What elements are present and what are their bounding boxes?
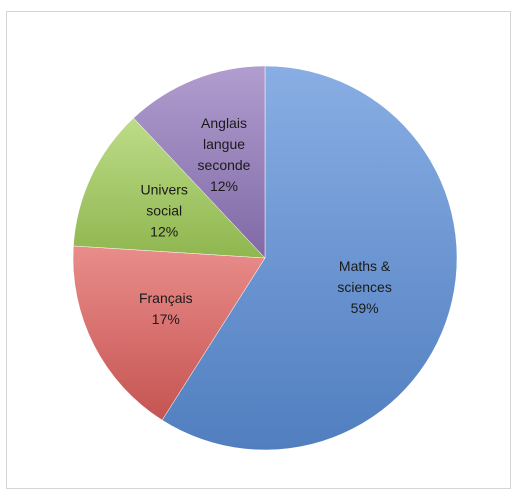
- slice-value-label: 17%: [152, 311, 180, 327]
- slice-category-label: Anglais: [201, 115, 247, 131]
- slice-category-label: seconde: [198, 157, 251, 173]
- pie-slice: [73, 117, 266, 259]
- slice-label: Anglais langue seconde 12%: [198, 115, 251, 194]
- slice-category-label: sciences: [337, 279, 391, 295]
- pie-labels: Maths & sciences 59% Français 17% Univers soci…: [139, 115, 392, 327]
- pie-slice: [161, 65, 458, 451]
- pie-slices: [72, 65, 458, 451]
- slice-category-label: langue: [203, 136, 245, 152]
- slice-value-label: 12%: [210, 178, 238, 194]
- pie-slice: [72, 245, 266, 421]
- slice-category-label: social: [146, 203, 182, 219]
- slice-category-label: Français: [139, 290, 193, 306]
- pie-slice: [133, 65, 266, 259]
- slice-label: Français 17%: [139, 290, 193, 327]
- slice-value-label: 59%: [351, 300, 379, 316]
- slice-category-label: Univers: [140, 182, 187, 198]
- slice-label: Univers social 12%: [140, 182, 187, 240]
- slice-category-label: Maths &: [339, 258, 391, 274]
- slice-label: Maths & sciences 59%: [337, 258, 391, 316]
- slice-value-label: 12%: [150, 224, 178, 240]
